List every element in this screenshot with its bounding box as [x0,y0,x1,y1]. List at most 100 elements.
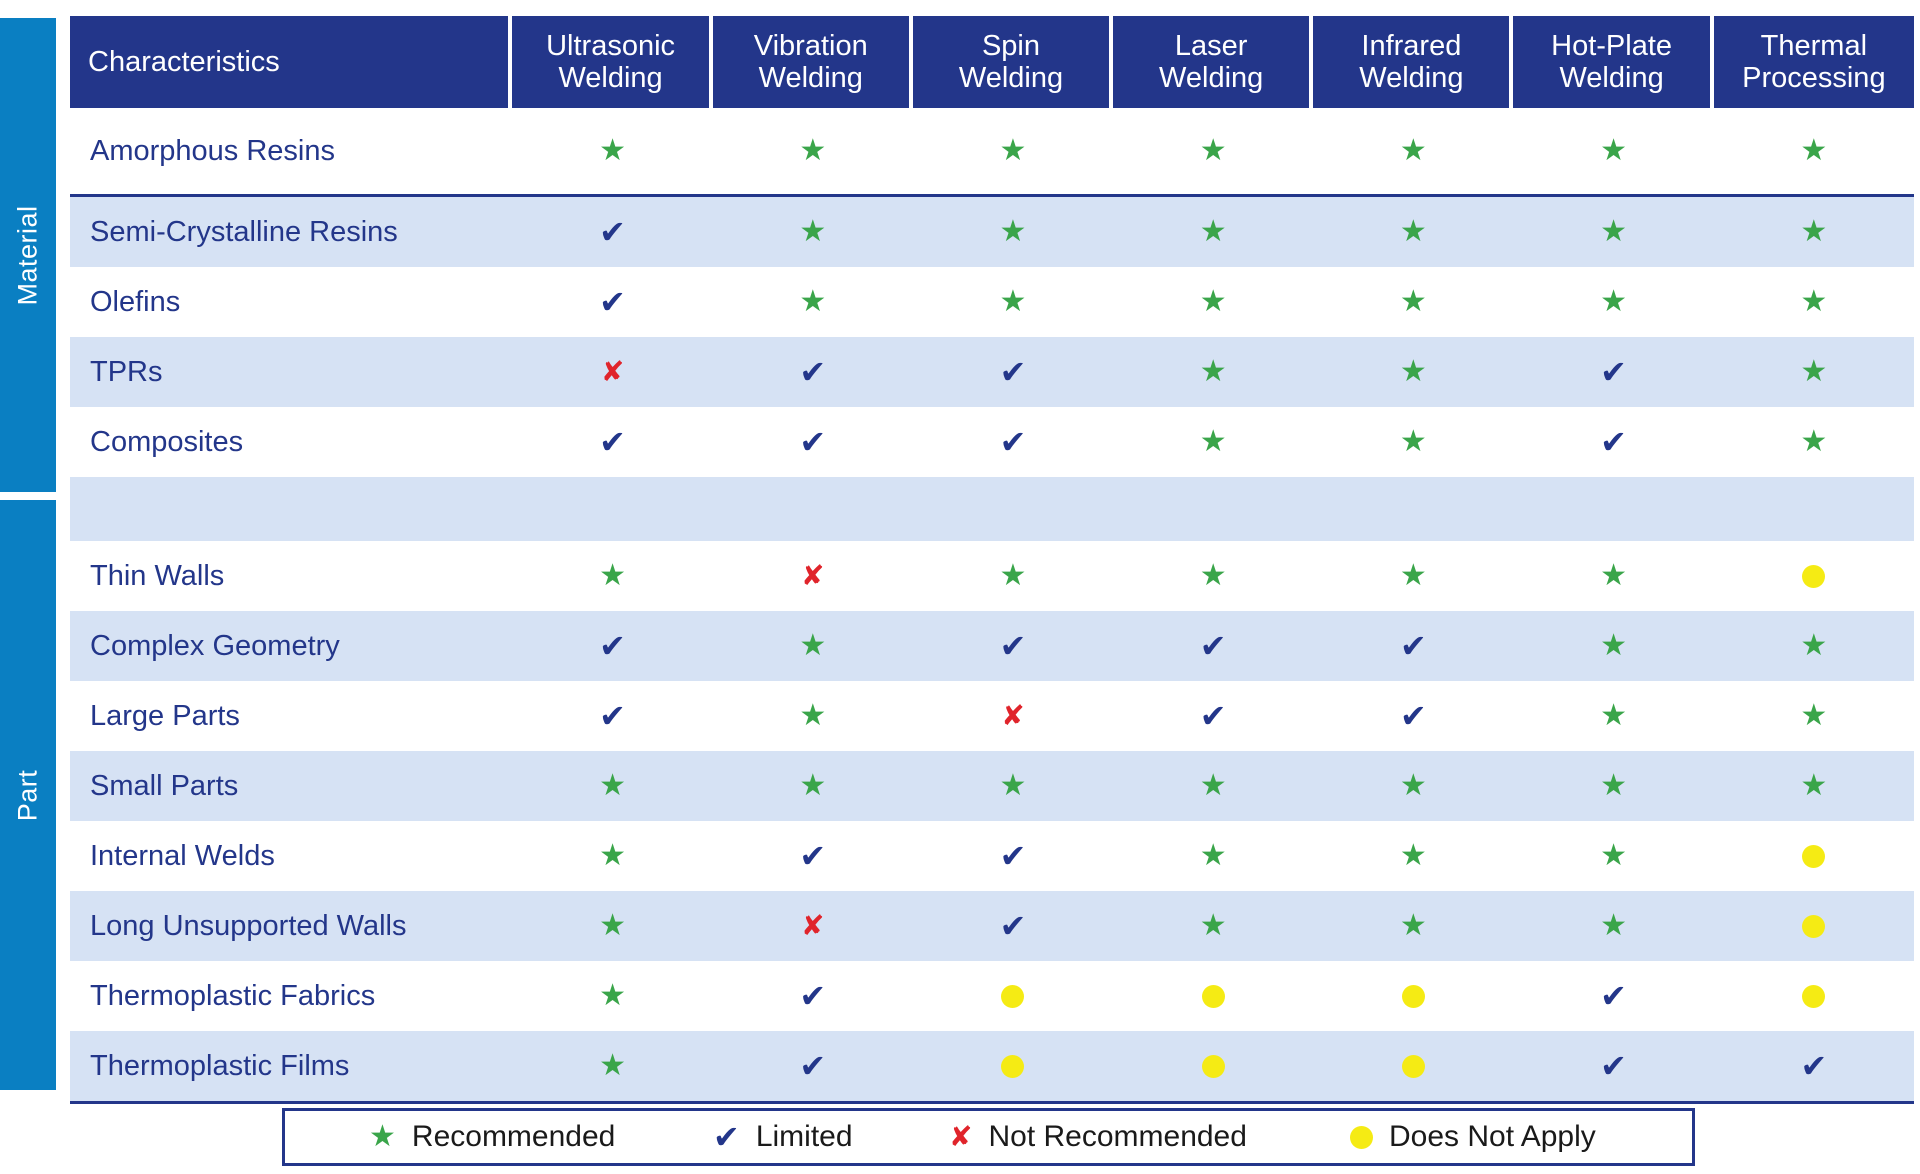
row-label: Internal Welds [90,839,275,872]
rating-cell [1714,541,1914,611]
section-label-material: Material [0,18,56,492]
checkmark-icon: ✔ [1600,978,1627,1014]
rating-cell [1714,821,1914,891]
header-method-line-2: Welding [1359,62,1464,94]
checkmark-icon: ✔ [1399,628,1427,664]
x-mark-icon: ✘ [801,560,825,591]
header-method-line-1: Ultrasonic [546,30,676,62]
table-body: Amorphous Resins ★ ★ ★ ★ ★ ★ ★ Semi-Crystalline … [70,108,1914,1104]
rating-cell: ★ [1513,267,1713,337]
star-icon: ★ [1199,134,1227,167]
star-icon: ★ [1800,285,1828,318]
rating-cell: ★ [913,541,1113,611]
rating-cell: ★ [512,1031,713,1104]
rating-cell: ★ [1113,407,1313,477]
rating-cell: ★ [1714,681,1914,751]
checkmark-icon: ✔ [999,354,1027,390]
rating-cell: ✔ [1713,1031,1914,1104]
star-icon: ★ [599,769,627,802]
rating-cell: ★ [1313,821,1513,891]
star-icon: ★ [1399,355,1427,388]
rating-cell: ★ [713,267,913,337]
rating-cell: ★ [512,108,713,197]
checkmark-icon: ✔ [1199,628,1227,664]
rating-cell: ★ [912,751,1114,821]
star-icon: ★ [799,769,827,802]
header-method-thermal: Thermal Processing [1713,16,1914,108]
checkmark-icon: ✔ [1600,354,1627,390]
star-icon: ★ [1399,909,1427,942]
checkmark-icon: ✔ [599,214,626,250]
rating-cell: ★ [1713,337,1914,407]
star-icon: ★ [1199,285,1227,318]
header-method-line-2: Welding [958,62,1064,94]
star-icon: ★ [1800,699,1828,732]
rating-cell: ✘ [712,891,913,961]
row-label: Composites [90,425,244,458]
legend-item-limited: ✔ Limited [713,1111,853,1163]
rating-cell [912,1031,1114,1104]
rating-cell: ★ [1713,197,1914,267]
checkmark-icon: ✔ [599,698,626,734]
star-icon: ★ [999,769,1027,802]
rating-cell: ★ [712,611,913,681]
checkmark-icon: ✔ [999,908,1027,944]
checkmark-icon: ✔ [799,354,827,390]
star-icon: ★ [599,134,627,167]
checkmark-icon: ✔ [713,1119,740,1155]
star-icon: ★ [1600,559,1628,592]
header-method-vibration: Vibration Welding [712,16,913,108]
rating-cell: ✔ [713,407,913,477]
rating-cell: ★ [1713,751,1914,821]
rating-cell: ★ [512,961,712,1031]
star-icon: ★ [1600,839,1628,872]
yellow-dot-icon [1201,984,1225,1008]
star-icon: ★ [999,215,1027,248]
star-icon: ★ [799,629,827,662]
checkmark-icon: ✔ [1600,1048,1627,1084]
star-icon: ★ [1800,355,1828,388]
yellow-dot-icon [1001,984,1025,1008]
legend-label: Does Not Apply [1389,1120,1596,1153]
legend-label: Recommended [411,1120,616,1153]
header-method-line-1: Spin [981,30,1040,62]
rating-cell [1313,961,1513,1031]
table-row: Small Parts ★ ★ ★ ★ ★ ★ ★ [70,751,1914,821]
star-icon: ★ [999,134,1027,167]
star-icon: ★ [1199,425,1227,458]
star-icon: ★ [799,699,827,732]
table-row: Composites ✔ ✔ ✔ ★ ★ ✔ ★ [70,407,1914,477]
star-icon: ★ [1399,559,1427,592]
checkmark-icon: ✔ [799,978,827,1014]
star-icon: ★ [599,909,627,942]
checkmark-icon: ✔ [1600,424,1627,460]
yellow-dot-icon [1001,1054,1025,1078]
star-icon: ★ [1199,909,1227,942]
rating-cell: ★ [1113,751,1314,821]
rating-cell: ✔ [912,611,1114,681]
star-icon: ★ [599,839,627,872]
rating-cell: ★ [712,197,913,267]
row-label: Large Parts [90,699,240,732]
table-row: TPRs ✘ ✔ ✔ ★ ★ ✔ ★ [70,337,1914,407]
legend: ★ Recommended ✔ Limited ✘ Not Recommende… [282,1108,1695,1166]
yellow-dot-icon [1802,564,1826,588]
rating-cell: ✔ [913,407,1113,477]
row-label: Amorphous Resins [70,108,513,197]
legend-item-recommended: ★ Recommended [369,1111,615,1163]
star-icon: ★ [1600,134,1628,167]
rating-cell: ★ [1113,197,1314,267]
star-icon: ★ [1800,425,1828,458]
star-icon: ★ [599,559,627,592]
rating-cell [1113,1031,1314,1104]
welding-compatibility-table: Characteristics Ultrasonic Welding Vibrat… [70,16,1914,1104]
rating-cell: ✔ [713,821,913,891]
rating-cell: ★ [1113,541,1313,611]
legend-item-does-not-apply: Does Not Apply [1350,1111,1596,1163]
rating-cell: ★ [1113,267,1313,337]
rating-cell: ✔ [1513,961,1713,1031]
yellow-dot-icon [1802,984,1826,1008]
checkmark-icon: ✔ [1399,698,1427,734]
star-icon: ★ [1600,699,1628,732]
star-icon: ★ [1800,215,1828,248]
